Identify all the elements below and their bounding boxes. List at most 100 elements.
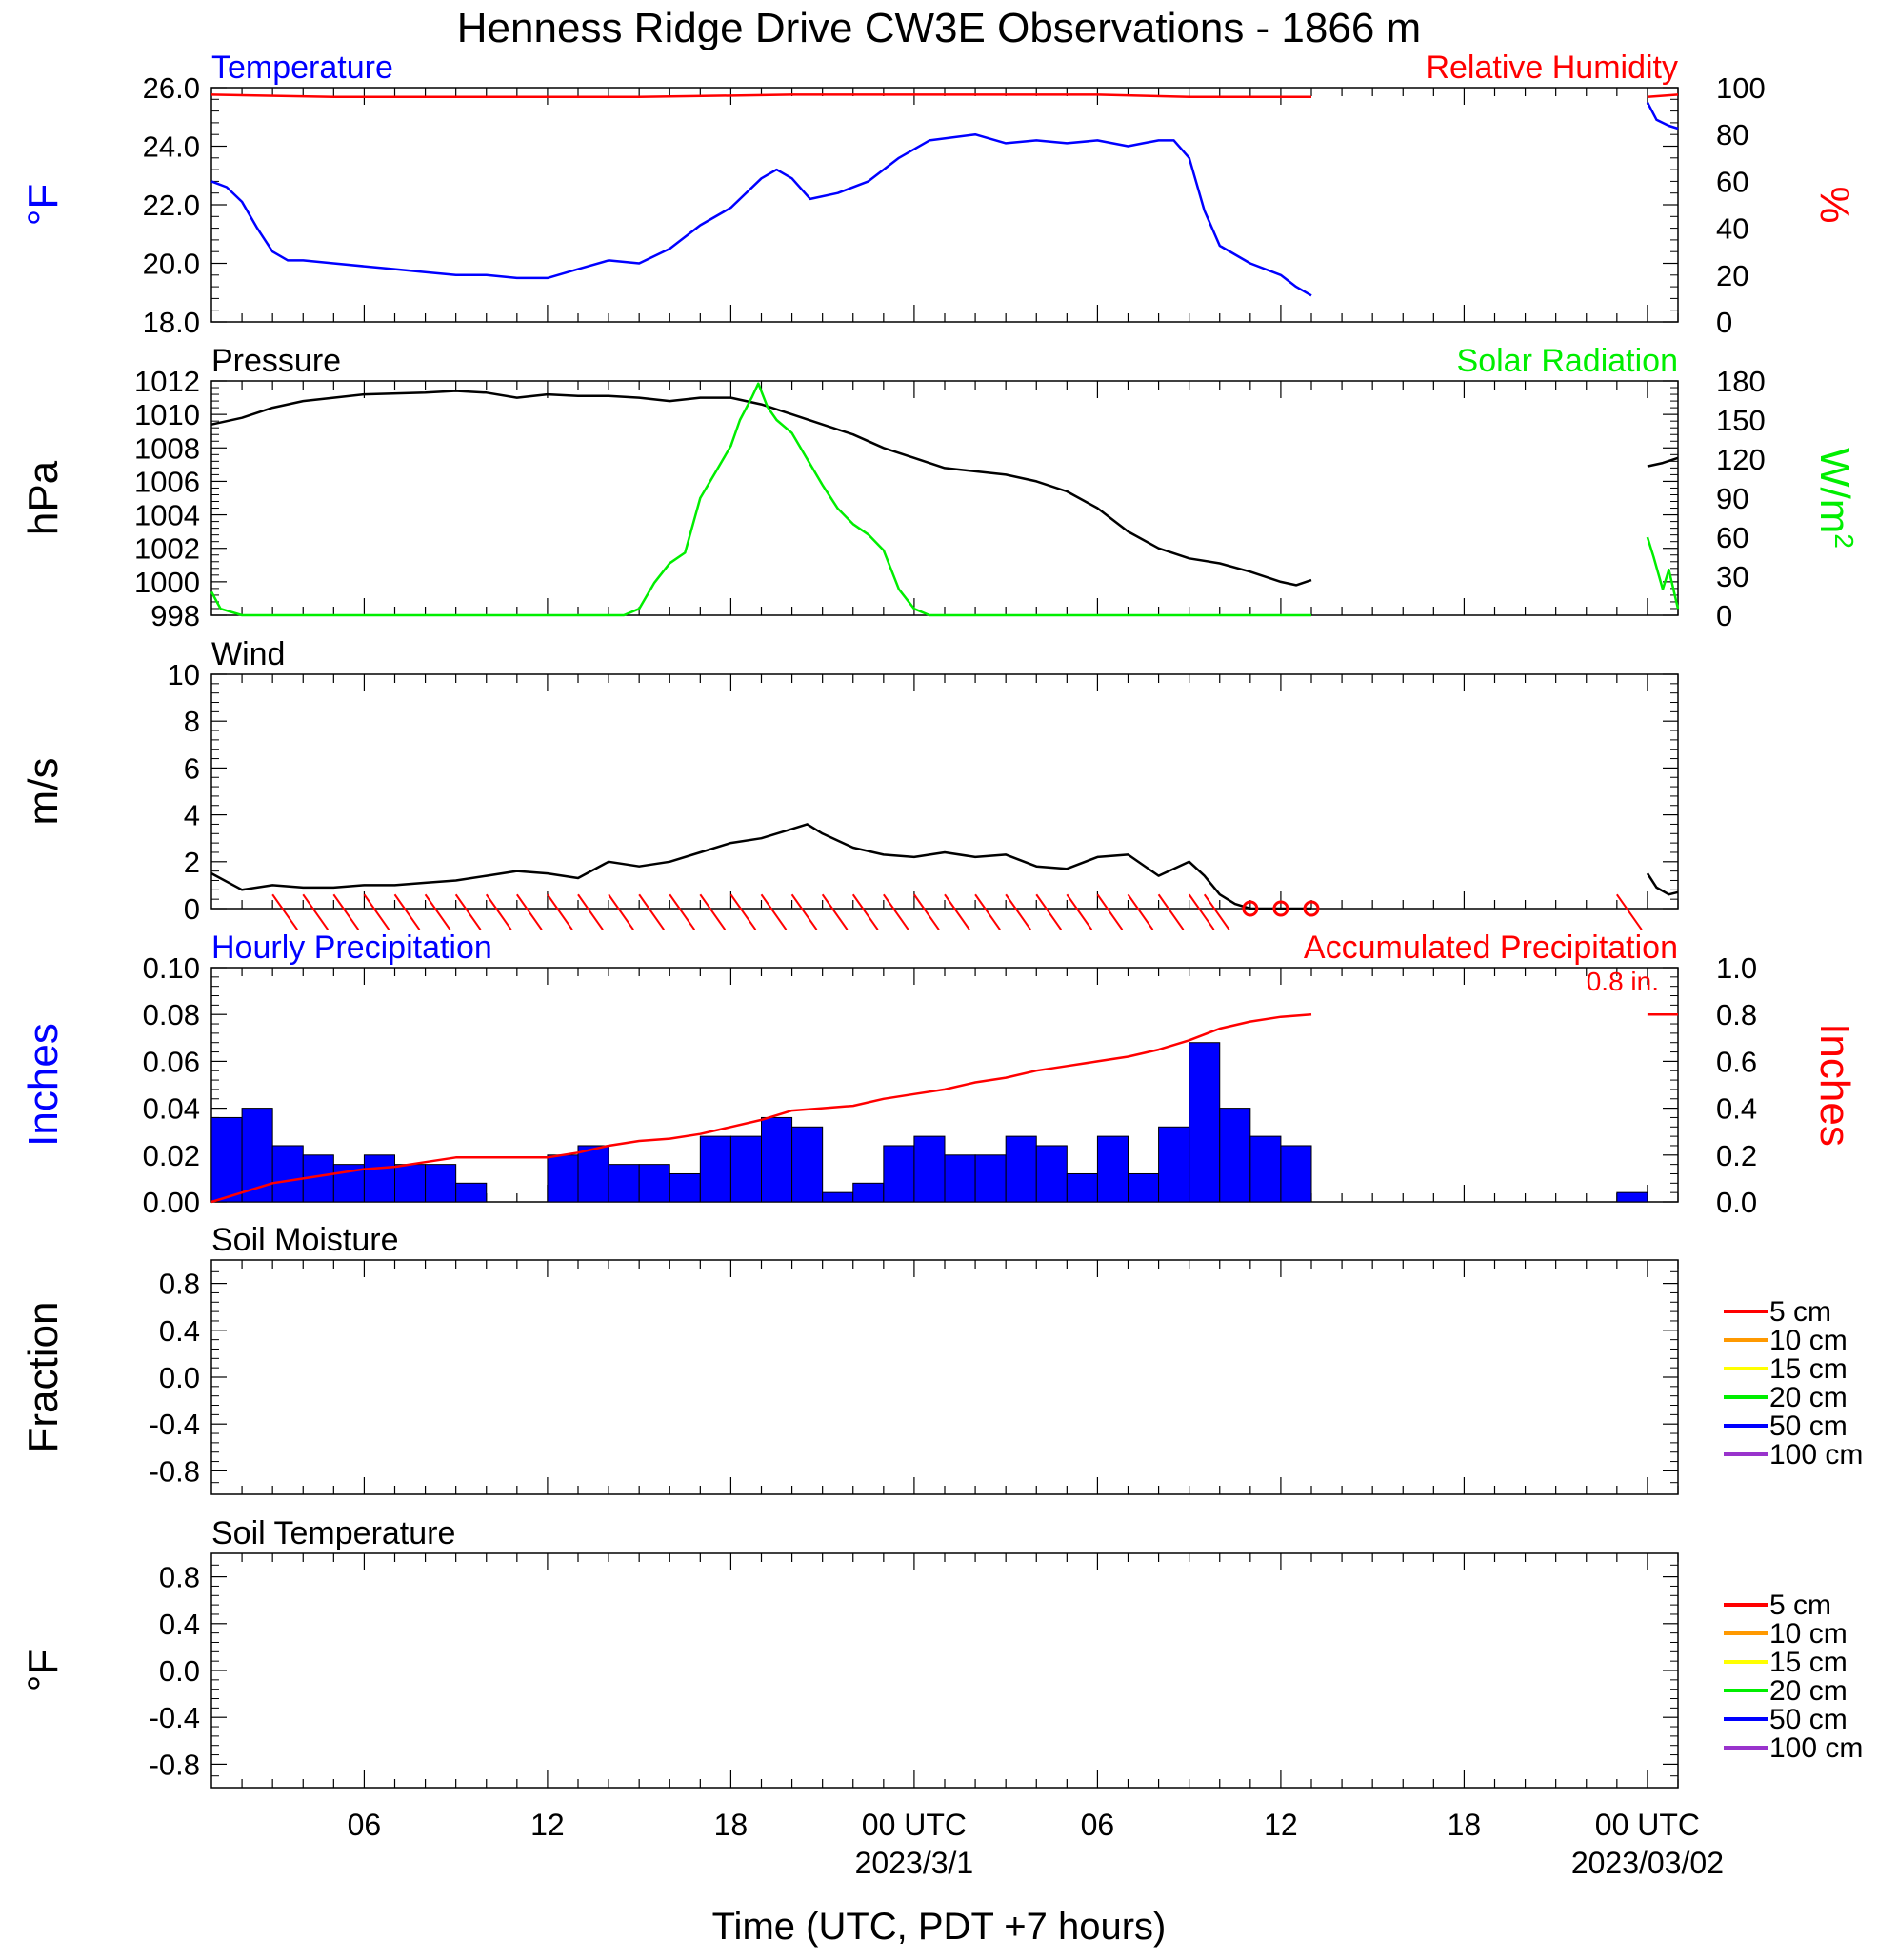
precip-bar [1066, 1172, 1098, 1203]
y-tick-label-right: 80 [1716, 118, 1748, 151]
wind-barb [821, 893, 849, 930]
precip-bar [699, 1135, 731, 1203]
y-tick-label-left: 0.02 [143, 1139, 200, 1172]
y-tick-label-left: 2 [184, 846, 200, 879]
wind-barb [363, 893, 390, 930]
precip-bar [241, 1108, 273, 1203]
legend-label: 50 cm [1769, 1704, 1848, 1735]
calm-wind-marker [1303, 900, 1320, 917]
precip-bar [608, 1164, 640, 1203]
y-tick-label-left: 20.0 [143, 248, 200, 281]
x-tick-label: 00 UTC [1595, 1808, 1700, 1842]
legend-label: 5 cm [1769, 1590, 1831, 1621]
y-tick-label-right: 40 [1716, 212, 1748, 246]
series-line [1646, 536, 1680, 610]
precip-bar [913, 1135, 946, 1203]
series-line [210, 390, 1312, 587]
precip-bar [761, 1116, 793, 1203]
series-line [1647, 456, 1679, 468]
series-line [1647, 93, 1679, 99]
y-tick-label-right: 30 [1716, 560, 1748, 593]
wind-barb [729, 893, 757, 930]
precip-bar [394, 1164, 427, 1203]
precip-bar [791, 1126, 824, 1203]
panel-title-left: Soil Moisture [211, 1222, 399, 1258]
y-tick-label-left: 1004 [134, 499, 200, 532]
panel-frame [210, 673, 1679, 910]
x-axis-title: Time (UTC, PDT +7 hours) [712, 1906, 1167, 1948]
y-axis-label-left: °F [20, 184, 67, 226]
y-tick-label-right: 100 [1716, 71, 1766, 105]
wind-barb [1096, 893, 1124, 930]
panel-4: 0.00 0.02 0.04 0.06 0.08 0.10 0.0 0.2 0.4 0.6 0.8 1… [20, 930, 1858, 1219]
y-tick-label-left: 0.4 [159, 1314, 200, 1348]
y-tick-label-right: 180 [1716, 365, 1766, 398]
precip-bar [577, 1145, 609, 1203]
x-tick-label: 18 [714, 1808, 749, 1842]
legend-label: 100 cm [1769, 1439, 1863, 1470]
y-tick-label-right: 0.2 [1716, 1139, 1757, 1172]
series-line [210, 382, 1311, 617]
series-line [210, 132, 1312, 297]
panel-5: -0.8 -0.4 0.0 0.4 0.8 Soil Moisture Fraction 5 … [20, 1222, 1863, 1495]
wind-barb [1005, 893, 1031, 930]
accumulation-annotation: 0.8 in. [1587, 967, 1659, 996]
series-line [210, 1012, 1312, 1204]
wind-barb [1188, 893, 1215, 930]
panel-frame [210, 380, 1679, 616]
y-tick-label-right: 1.0 [1716, 951, 1757, 985]
precip-bar [1158, 1126, 1190, 1203]
legend-label: 5 cm [1769, 1296, 1831, 1328]
legend-label: 15 cm [1769, 1647, 1848, 1678]
wind-barb [1035, 893, 1063, 930]
precip-bar [210, 1116, 243, 1203]
precip-bar [271, 1145, 304, 1203]
precip-bar [822, 1191, 854, 1203]
precip-bar [883, 1145, 915, 1203]
panel-frame [210, 1259, 1679, 1495]
precip-bar [669, 1172, 701, 1203]
precip-bar [1616, 1191, 1648, 1203]
precip-bar [1096, 1135, 1129, 1203]
y-axis-label-right: W/m2 [1811, 448, 1860, 549]
y-tick-label-right: 0.6 [1716, 1045, 1757, 1078]
wind-barb [699, 893, 727, 930]
wind-barb [516, 893, 543, 930]
wind-barb [790, 893, 818, 930]
wind-barb [271, 893, 298, 930]
wind-barb [974, 893, 1001, 930]
wind-barb [302, 893, 330, 930]
y-tick-label-left: 0 [184, 892, 200, 926]
panel-3: 0 2 4 6 8 10 Wind m/s [20, 636, 1679, 930]
wind-barb [913, 893, 940, 930]
y-axis-label-left: Inches [20, 1023, 67, 1147]
wind-barb [1157, 893, 1185, 930]
x-tick-label: 12 [530, 1808, 565, 1842]
y-tick-label-left: 0.10 [143, 951, 200, 985]
x-tick-sublabel: 2023/03/02 [1571, 1846, 1724, 1880]
wind-barb [944, 893, 970, 930]
y-tick-label-right: 60 [1716, 521, 1748, 554]
y-tick-label-left: 0.0 [159, 1654, 200, 1688]
x-tick-label: 12 [1264, 1808, 1298, 1842]
y-tick-label-left: 998 [150, 599, 200, 632]
wind-barb [1203, 893, 1230, 930]
y-tick-label-left: 0.04 [143, 1092, 200, 1126]
y-tick-label-left: 0.06 [143, 1045, 200, 1078]
y-tick-label-left: 0.8 [159, 1268, 200, 1301]
y-axis-label-left: °F [20, 1650, 67, 1691]
y-axis-label-right: % [1811, 186, 1858, 223]
y-tick-label-left: 4 [184, 799, 200, 832]
y-tick-label-left: 8 [184, 705, 200, 738]
panel-title-left: Temperature [211, 50, 393, 86]
y-tick-label-left: 0.0 [159, 1361, 200, 1394]
wind-barb [883, 893, 909, 930]
wind-barb [454, 893, 482, 930]
y-tick-label-left: 0.8 [159, 1561, 200, 1594]
series-line [1646, 872, 1679, 896]
y-tick-label-left: 1002 [134, 532, 200, 566]
panel-title-right: Accumulated Precipitation [1304, 930, 1678, 966]
calm-wind-marker [1242, 900, 1259, 917]
y-tick-label-left: 24.0 [143, 130, 200, 164]
precip-bar [1128, 1172, 1160, 1203]
